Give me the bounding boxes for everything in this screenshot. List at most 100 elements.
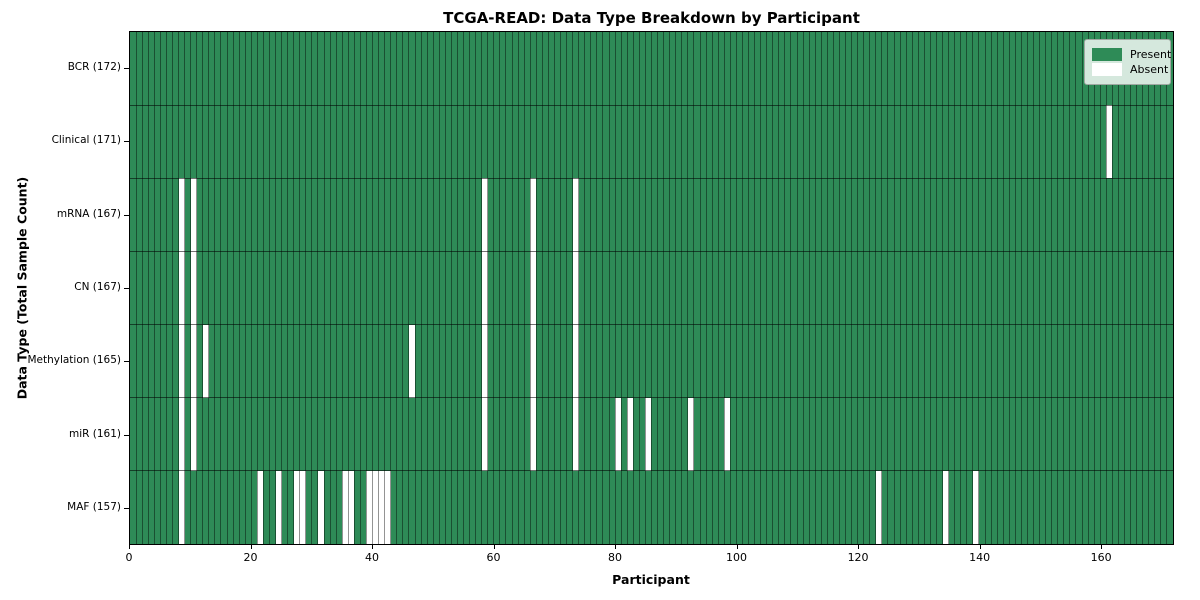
grid-vline — [469, 32, 471, 544]
grid-vline — [1051, 32, 1053, 544]
absent-cell — [317, 470, 325, 544]
grid-vline — [966, 32, 968, 544]
row-divider — [130, 177, 1173, 179]
row-divider — [130, 250, 1173, 252]
absent-cell — [384, 470, 391, 544]
grid-vline — [511, 32, 513, 544]
grid-vline — [147, 32, 149, 544]
x-tick-label: 60 — [486, 551, 501, 564]
grid-vline — [541, 32, 543, 544]
grid-vline — [287, 32, 289, 544]
absent-cell — [293, 470, 300, 544]
grid-vline — [845, 32, 847, 544]
grid-vline — [996, 32, 998, 544]
legend: Present Absent — [1084, 39, 1171, 85]
y-tick-label: miR (161) — [68, 427, 121, 440]
x-tick — [736, 545, 738, 549]
grid-vline — [1093, 32, 1095, 544]
absent-cell — [408, 324, 415, 398]
grid-vline — [1057, 32, 1059, 544]
grid-vline — [1026, 32, 1028, 544]
grid-vline — [972, 32, 974, 544]
grid-vline — [535, 32, 537, 544]
grid-vline — [1130, 32, 1132, 544]
grid-vline — [808, 32, 810, 544]
grid-vline — [456, 32, 458, 544]
grid-vline — [899, 32, 901, 544]
grid-vline — [1142, 32, 1144, 544]
y-tick-label: MAF (157) — [67, 501, 121, 514]
grid-vline — [1020, 32, 1022, 544]
absent-cell — [481, 397, 488, 471]
grid-vline — [244, 32, 246, 544]
row-divider — [130, 470, 1173, 472]
grid-vline — [317, 32, 319, 544]
grid-vline — [238, 32, 240, 544]
grid-vline — [153, 32, 155, 544]
absent-cell — [202, 324, 209, 398]
grid-vline — [936, 32, 937, 544]
grid-vline — [863, 32, 865, 544]
y-tick-label: Methylation (165) — [27, 354, 121, 367]
absent-cell — [942, 470, 949, 544]
grid-vline — [911, 32, 913, 544]
grid-vline — [299, 32, 301, 544]
absent-cell — [530, 178, 537, 252]
absent-cell — [299, 470, 306, 544]
grid-vline — [426, 32, 428, 544]
absent-cell — [342, 470, 349, 544]
grid-vline — [159, 32, 161, 544]
absent-cell — [190, 251, 197, 325]
x-tick — [615, 545, 617, 549]
grid-vline — [942, 32, 944, 544]
absent-cell — [572, 251, 579, 325]
row-divider — [130, 397, 1173, 399]
grid-vline — [341, 32, 343, 544]
grid-vline — [990, 32, 992, 544]
grid-vline — [687, 32, 689, 544]
row-divider — [130, 104, 1173, 106]
grid-vline — [596, 32, 598, 544]
grid-vline — [784, 32, 786, 544]
absent-cell — [572, 397, 579, 471]
grid-vline — [663, 32, 665, 544]
grid-vline — [220, 32, 222, 544]
grid-vline — [572, 32, 574, 544]
grid-vline — [869, 32, 871, 544]
x-tick — [979, 545, 981, 549]
y-tick-label: Clinical (171) — [51, 134, 121, 147]
absent-cell — [178, 397, 185, 471]
absent-cell — [178, 251, 185, 325]
grid-vline — [693, 32, 695, 544]
grid-vline — [632, 32, 634, 544]
grid-vline — [602, 32, 604, 544]
grid-vline — [372, 32, 374, 544]
grid-vline — [711, 32, 713, 544]
absent-swatch-icon — [1092, 63, 1122, 76]
grid-vline — [311, 32, 313, 544]
x-tick — [250, 545, 252, 549]
grid-vline — [444, 32, 446, 544]
grid-vline — [499, 32, 501, 544]
absent-cell — [972, 470, 979, 544]
grid-vline — [566, 32, 568, 544]
x-tick — [129, 545, 130, 549]
x-tick-label: 160 — [1090, 551, 1112, 564]
grid-vline — [305, 32, 307, 544]
absent-cell — [1106, 105, 1113, 179]
grid-vline — [1008, 32, 1010, 544]
grid-vline — [705, 32, 707, 544]
grid-vline — [766, 32, 768, 544]
grid-vline — [226, 32, 228, 544]
grid-vline — [796, 32, 798, 544]
absent-cell — [572, 178, 579, 252]
grid-vline — [135, 32, 137, 544]
grid-vline — [578, 32, 580, 544]
grid-vline — [651, 32, 652, 544]
grid-vline — [857, 32, 859, 544]
grid-vline — [420, 32, 422, 544]
grid-vline — [275, 32, 277, 544]
grid-vline — [917, 32, 919, 544]
grid-vline — [560, 32, 562, 544]
